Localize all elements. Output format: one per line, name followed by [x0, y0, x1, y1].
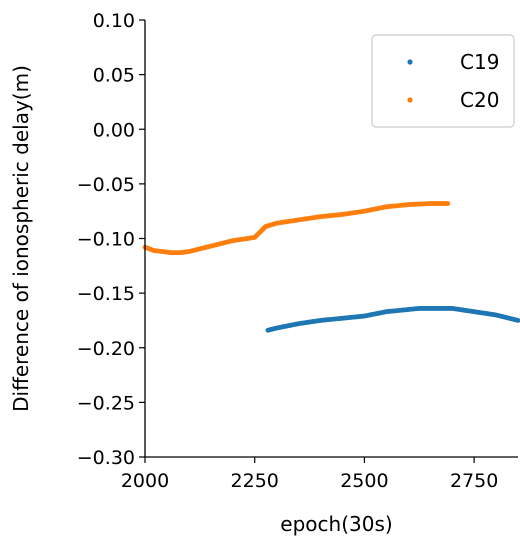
x-tick-label: 2500: [340, 470, 388, 492]
x-axis-label: epoch(30s): [280, 512, 392, 536]
axes-layer: 0.10 0.05 0.00 −0.05 −0.10 −0.15 −0.20 −0.25 −0.…: [9, 10, 518, 536]
series-layer: [142, 201, 520, 333]
y-tick-label: 0.00: [93, 119, 135, 141]
y-tick-label: 0.05: [93, 65, 135, 87]
y-tick-label: −0.20: [77, 338, 135, 360]
y-tick-label: 0.10: [93, 10, 135, 32]
series-C20: [142, 201, 451, 256]
legend-label: C19: [460, 50, 499, 74]
y-tick-label: −0.25: [77, 392, 135, 414]
x-tick-label: 2000: [121, 470, 169, 492]
y-tick-label: −0.10: [77, 229, 135, 251]
y-tick-label: −0.30: [77, 447, 135, 469]
y-tick-label: −0.15: [77, 283, 135, 305]
legend-label: C20: [460, 88, 499, 112]
data-point: [515, 318, 520, 323]
x-tick-label: 2750: [450, 470, 498, 492]
legend-box: [371, 34, 515, 128]
legend-marker: [407, 59, 413, 65]
y-tick-label: −0.05: [77, 174, 135, 196]
legend-marker: [407, 97, 413, 103]
legend: C19 C20: [371, 34, 515, 128]
x-tick-label: 2250: [231, 470, 279, 492]
series-C19: [265, 306, 520, 333]
data-point: [445, 201, 451, 206]
y-axis-label: Difference of ionospheric delay(m): [9, 65, 33, 412]
